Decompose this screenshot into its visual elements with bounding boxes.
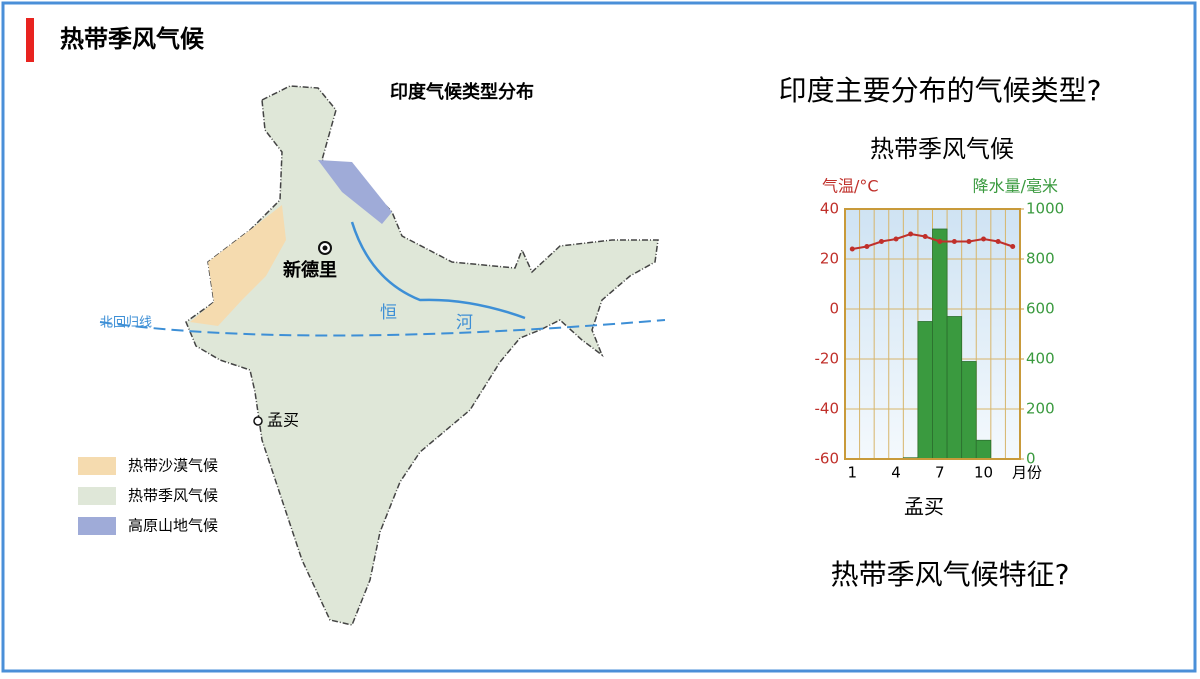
point bbox=[1010, 244, 1016, 249]
y2-axis-label: 降水量/毫米 bbox=[973, 177, 1058, 196]
y2-tick-label: 800 bbox=[1026, 250, 1055, 268]
y-tick-label: -60 bbox=[815, 450, 840, 468]
header-bar bbox=[26, 18, 34, 62]
y2-tick-label: 600 bbox=[1026, 300, 1055, 318]
bar bbox=[975, 439, 992, 460]
point bbox=[893, 236, 899, 242]
y2-tick-label: 0 bbox=[1026, 450, 1036, 468]
point bbox=[981, 236, 987, 242]
river bbox=[350, 221, 526, 320]
chart-title: 热带季风气候 bbox=[870, 135, 1014, 163]
y2-tick-label: 1000 bbox=[1026, 200, 1064, 218]
highland-region bbox=[318, 160, 392, 224]
x-tick-label: 10 bbox=[974, 464, 993, 482]
legend-label: 高原山地气候 bbox=[128, 517, 218, 535]
legend-label: 热带沙漠气候 bbox=[128, 457, 218, 475]
y-tick-label: 40 bbox=[820, 200, 839, 218]
legend-swatch bbox=[78, 517, 116, 535]
question: 热带季风气候特征? bbox=[831, 558, 1070, 591]
map-label: 北回归线 bbox=[100, 316, 152, 331]
point bbox=[849, 246, 855, 252]
bar bbox=[946, 316, 963, 460]
bar bbox=[917, 321, 933, 460]
y2-tick-label: 200 bbox=[1026, 400, 1055, 418]
x-tick-label: 1 bbox=[848, 464, 858, 482]
desert-region bbox=[190, 205, 286, 326]
legend-swatch bbox=[78, 487, 116, 505]
point bbox=[966, 239, 972, 244]
map-label: 河 bbox=[456, 313, 473, 333]
y2-tick-label: 400 bbox=[1026, 350, 1055, 368]
point bbox=[908, 231, 914, 237]
y-tick-label: -20 bbox=[815, 350, 840, 368]
point bbox=[878, 239, 884, 244]
y-tick-label: 20 bbox=[820, 250, 839, 268]
station-label: 孟买 bbox=[904, 495, 944, 519]
bar bbox=[961, 361, 977, 460]
map-title: 印度气候类型分布 bbox=[390, 81, 534, 103]
plot-frame bbox=[844, 208, 1021, 460]
y-tick-label: -40 bbox=[815, 400, 840, 418]
map-label: 恒 bbox=[380, 303, 397, 323]
point bbox=[922, 234, 928, 239]
x-tick-label: 7 bbox=[935, 464, 945, 482]
map-label: 新德里 bbox=[283, 259, 337, 281]
header-title: 热带季风气候 bbox=[60, 25, 205, 53]
tropic-line bbox=[99, 319, 666, 337]
question: 印度主要分布的气候类型? bbox=[779, 74, 1102, 107]
map: 印度气候类型分布 新德里 孟买 恒 河 北回归线 热带沙漠气候热带季风气候高原山… bbox=[78, 81, 666, 626]
point bbox=[937, 239, 943, 244]
y-axis-label: 气温/°C bbox=[822, 177, 879, 196]
point bbox=[951, 239, 957, 244]
city-marker bbox=[253, 416, 263, 426]
x-axis-label: 月份 bbox=[1012, 464, 1042, 482]
point bbox=[995, 239, 1001, 244]
capital-marker bbox=[322, 245, 328, 251]
legend-label: 热带季风气候 bbox=[128, 487, 218, 505]
point bbox=[864, 244, 870, 249]
country bbox=[185, 85, 659, 626]
map-label: 孟买 bbox=[267, 411, 299, 430]
legend-swatch bbox=[78, 457, 116, 475]
x-tick-label: 4 bbox=[891, 464, 901, 482]
y-tick-label: 0 bbox=[829, 300, 839, 318]
bar bbox=[932, 228, 948, 460]
